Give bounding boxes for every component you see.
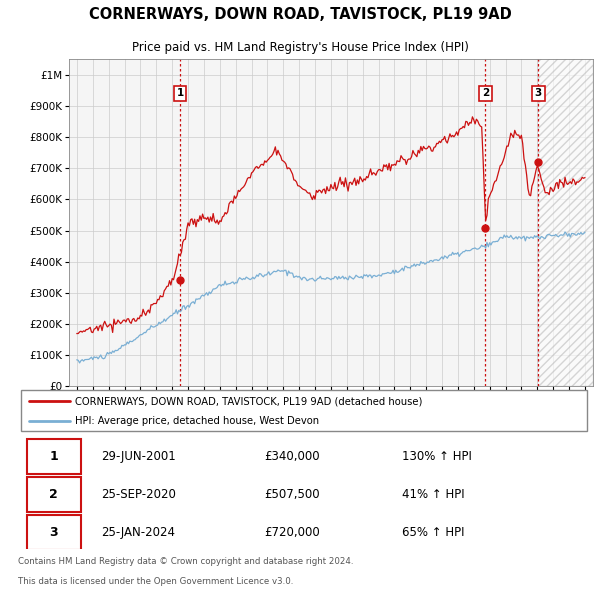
Text: 25-JAN-2024: 25-JAN-2024: [101, 526, 175, 539]
Text: £720,000: £720,000: [265, 526, 320, 539]
Text: 130% ↑ HPI: 130% ↑ HPI: [402, 450, 472, 463]
Text: 3: 3: [49, 526, 58, 539]
Bar: [26, 515, 81, 550]
Text: CORNERWAYS, DOWN ROAD, TAVISTOCK, PL19 9AD: CORNERWAYS, DOWN ROAD, TAVISTOCK, PL19 9…: [89, 7, 511, 22]
Text: 1: 1: [176, 88, 184, 99]
Text: 2: 2: [49, 488, 58, 501]
Text: 2: 2: [482, 88, 489, 99]
Text: 41% ↑ HPI: 41% ↑ HPI: [402, 488, 464, 501]
Bar: [26, 440, 81, 474]
Text: Contains HM Land Registry data © Crown copyright and database right 2024.: Contains HM Land Registry data © Crown c…: [18, 558, 353, 566]
Text: 1: 1: [49, 450, 58, 463]
Text: 29-JUN-2001: 29-JUN-2001: [101, 450, 176, 463]
Text: 25-SEP-2020: 25-SEP-2020: [101, 488, 176, 501]
Text: This data is licensed under the Open Government Licence v3.0.: This data is licensed under the Open Gov…: [18, 576, 293, 586]
Text: £340,000: £340,000: [265, 450, 320, 463]
Text: 3: 3: [535, 88, 542, 99]
Text: £507,500: £507,500: [265, 488, 320, 501]
Text: CORNERWAYS, DOWN ROAD, TAVISTOCK, PL19 9AD (detached house): CORNERWAYS, DOWN ROAD, TAVISTOCK, PL19 9…: [76, 396, 422, 407]
Text: Price paid vs. HM Land Registry's House Price Index (HPI): Price paid vs. HM Land Registry's House …: [131, 41, 469, 54]
Text: 65% ↑ HPI: 65% ↑ HPI: [402, 526, 464, 539]
Text: HPI: Average price, detached house, West Devon: HPI: Average price, detached house, West…: [76, 417, 319, 426]
Bar: [26, 477, 81, 512]
